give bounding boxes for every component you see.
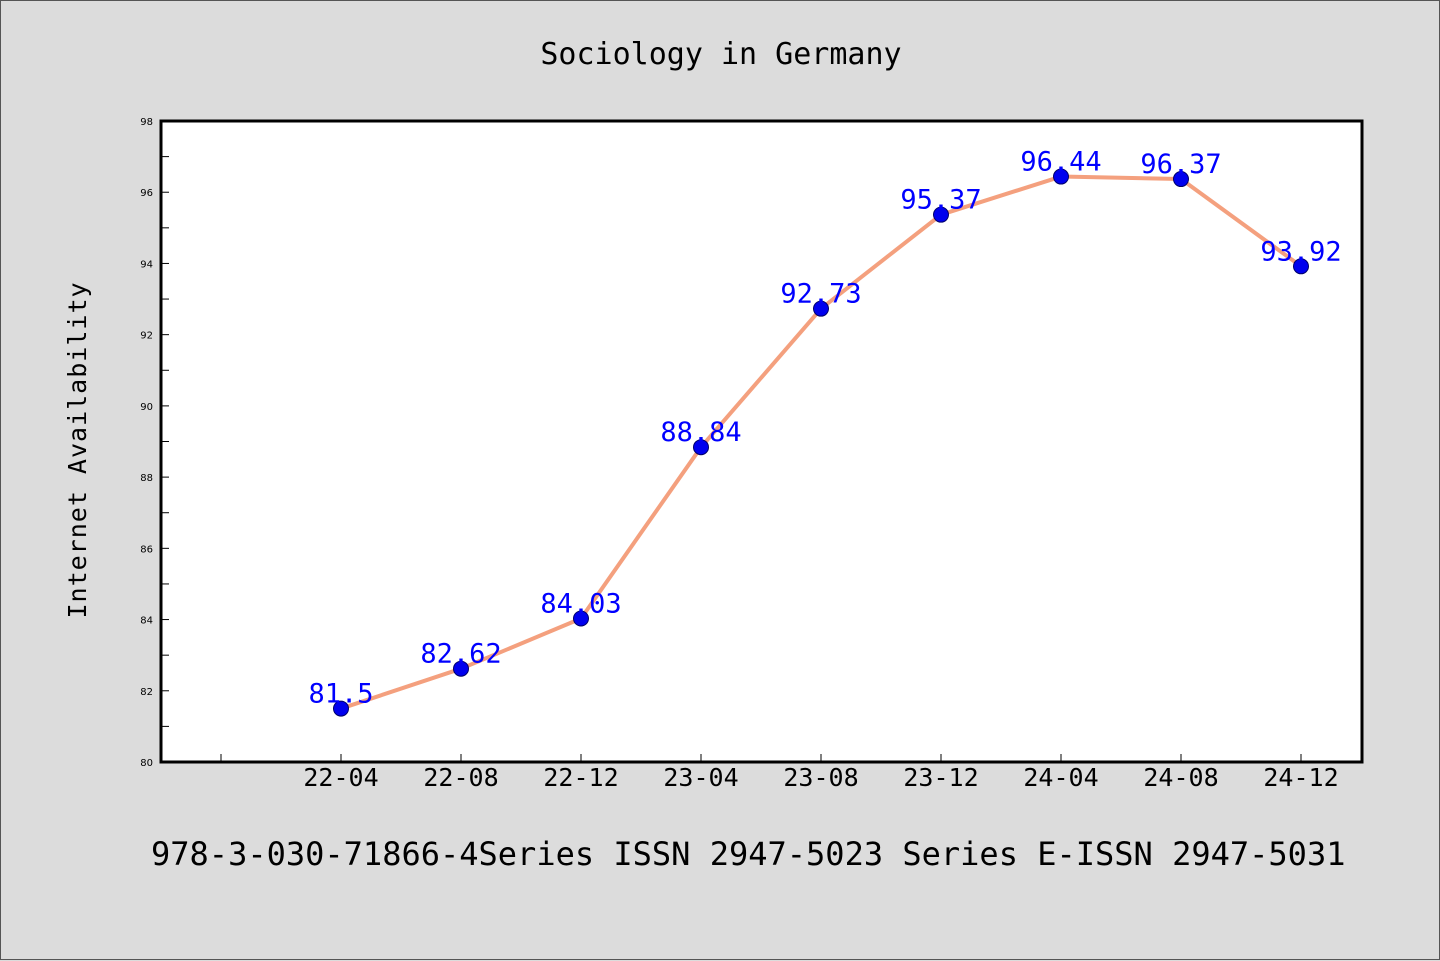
y-tick-label: 90 [140, 402, 153, 413]
data-label: 84.03 [540, 588, 621, 619]
data-label: 82.62 [420, 639, 501, 670]
data-point [933, 206, 949, 223]
data-label: 93.92 [1260, 236, 1341, 267]
axis-ticks: 80 82 84 86 88 90 92 94 96 98 22-04 22-08 22-12 23-04… [140, 117, 1338, 792]
y-tick-label: 86 [140, 544, 153, 555]
x-tick-label: 23-04 [663, 763, 738, 792]
data-labels: 81.5 82.62 84.03 88.84 92.73 95.37 96.44 96.37 9… [308, 147, 1341, 710]
data-point [333, 700, 349, 717]
x-tick-label: 22-08 [423, 763, 498, 792]
data-label: 96.44 [1020, 147, 1101, 178]
data-label: 88.84 [660, 417, 741, 448]
y-axis-label: Internet Availability [63, 281, 92, 618]
y-tick-label: 94 [140, 259, 153, 270]
y-tick-label: 96 [140, 188, 153, 199]
data-label: 81.5 [308, 679, 373, 710]
data-point [453, 660, 469, 677]
x-tick-label: 24-04 [1023, 763, 1098, 792]
x-tick-label: 22-04 [303, 763, 378, 792]
x-tick-label: 23-12 [903, 763, 978, 792]
data-markers [333, 168, 1309, 717]
y-tick-label: 98 [140, 117, 153, 128]
data-label: 95.37 [900, 185, 981, 216]
x-tick-label: 24-08 [1143, 763, 1218, 792]
data-point [693, 439, 709, 456]
x-tick-label: 22-12 [543, 763, 618, 792]
plot-area [161, 121, 1362, 762]
data-point [1173, 171, 1189, 188]
y-tick-label: 80 [140, 758, 153, 769]
data-point [813, 300, 829, 317]
plot-border [159, 119, 1364, 764]
x-tick-label: 23-08 [783, 763, 858, 792]
y-tick-label: 82 [140, 687, 153, 698]
data-label: 92.73 [780, 279, 861, 310]
x-tick-label: 24-12 [1263, 763, 1338, 792]
y-tick-label: 88 [140, 473, 153, 484]
y-tick-label: 84 [140, 616, 153, 627]
data-label: 96.37 [1140, 149, 1221, 180]
chart-title: Sociology in Germany [540, 37, 901, 72]
footer-note: 978-3-030-71866-4Series ISSN 2947-5023 S… [151, 835, 1345, 873]
data-point [1053, 168, 1069, 185]
data-point [573, 610, 589, 627]
data-point [1293, 258, 1309, 275]
y-tick-label: 92 [140, 331, 153, 342]
